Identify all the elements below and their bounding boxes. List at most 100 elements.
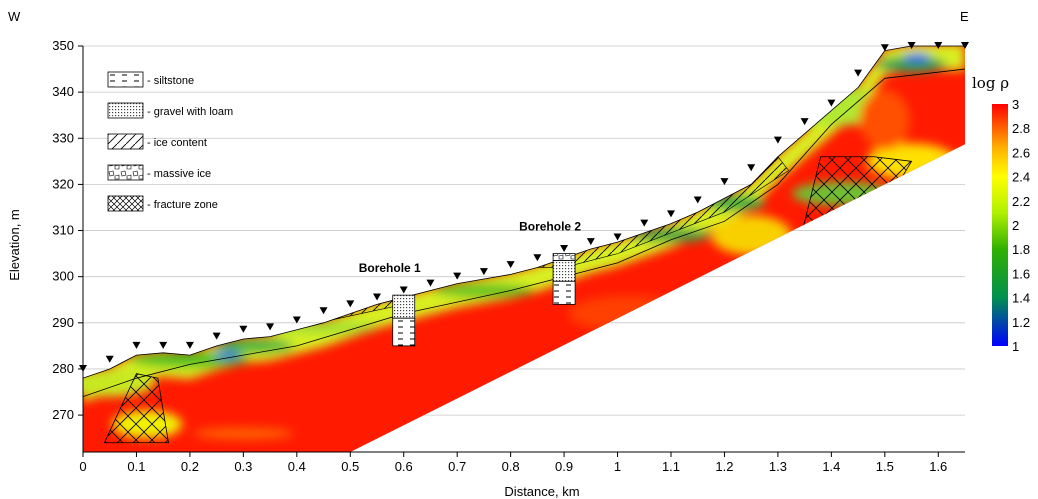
- direction-label-west: W: [8, 9, 21, 24]
- electrode-marker: [426, 279, 435, 287]
- x-tick-label: 0.4: [288, 459, 306, 474]
- legend-swatch: [107, 133, 144, 150]
- electrode-marker: [533, 254, 542, 262]
- x-tick-label: 0.9: [555, 459, 573, 474]
- colorbar-tick-label: 1: [1012, 339, 1019, 354]
- legend-label: - ice content: [147, 137, 207, 149]
- borehole-layer: [392, 317, 416, 347]
- x-tick-label: 0.8: [502, 459, 520, 474]
- y-tick-label: 290: [52, 315, 74, 330]
- x-tick-label: 0.5: [341, 459, 359, 474]
- colorbar: log ρ 3 2.8 2.6 2.4 2.2 2 1.8 1.6 1.4 1.2 1: [972, 74, 1030, 354]
- legend: - siltstone - gravel with loam - ice conte…: [107, 71, 233, 212]
- x-tick-label: 1.4: [822, 459, 840, 474]
- resistivity-anomaly: [193, 427, 294, 440]
- colorbar-tick-label: 2.8: [1012, 121, 1030, 136]
- borehole-layer: [552, 260, 576, 282]
- electrode-marker: [667, 210, 675, 218]
- surface-line: [82, 45, 965, 379]
- electrode-marker: [640, 219, 649, 227]
- y-tick-label: 300: [52, 269, 74, 284]
- x-tick-label: 0.7: [448, 459, 466, 474]
- electrode-marker: [266, 323, 275, 331]
- y-tick-label: 320: [52, 176, 74, 191]
- y-tick-label: 280: [52, 361, 74, 376]
- electrode-marker: [346, 300, 355, 308]
- boreholes: Borehole 1 Borehole 2: [359, 220, 581, 347]
- borehole-layer: [392, 294, 416, 319]
- colorbar-tick-label: 1.4: [1012, 291, 1030, 306]
- direction-label-east: E: [960, 9, 969, 24]
- y-tick-label: 350: [52, 38, 74, 53]
- low-resistivity-spot: [902, 53, 931, 62]
- electrode-marker: [934, 42, 943, 49]
- electrode-marker: [827, 99, 836, 107]
- electrode-marker: [880, 44, 889, 52]
- electrode-marker: [613, 233, 622, 241]
- legend-label: - siltstone: [147, 75, 194, 87]
- borehole-label: Borehole 1: [359, 261, 421, 275]
- colorbar-gradient: [992, 104, 1008, 346]
- electrode-marker: [185, 341, 194, 349]
- resistivity-anomaly: [214, 338, 295, 353]
- legend-label: - massive ice: [147, 168, 211, 180]
- x-tick-label: 1.6: [929, 459, 947, 474]
- resistivity-anomaly: [859, 89, 910, 150]
- electrode-marker: [159, 341, 168, 349]
- electrode-marker: [453, 272, 462, 280]
- colorbar-tick-label: 1.6: [1012, 266, 1030, 281]
- colorbar-ticks: 3 2.8 2.6 2.4 2.2 2 1.8 1.6 1.4 1.2 1: [1012, 97, 1030, 354]
- resistivity-anomaly: [711, 215, 792, 256]
- resistivity-anomaly: [433, 283, 534, 298]
- colorbar-tick-label: 2.6: [1012, 145, 1030, 160]
- y-tick-label: 310: [52, 223, 74, 238]
- electrode-marker: [560, 245, 569, 252]
- electrode-marker: [506, 261, 515, 269]
- electrode-marker: [292, 316, 301, 324]
- electrode-marker: [693, 196, 702, 204]
- borehole-layer: [552, 280, 576, 305]
- y-axis-title: Elevation, m: [7, 209, 22, 281]
- layer-boundary-line: [83, 68, 965, 398]
- electrode-marker: [854, 69, 863, 77]
- x-tick-label: 1.2: [715, 459, 733, 474]
- electrode-marker: [105, 355, 114, 363]
- electrode-marker: [773, 136, 782, 144]
- x-tick-label: 1.1: [662, 459, 680, 474]
- x-tick-label: 0.3: [234, 459, 252, 474]
- colorbar-tick-label: 3: [1012, 97, 1019, 112]
- y-tick-label: 330: [52, 130, 74, 145]
- borehole-layer: [552, 253, 576, 261]
- x-tick-label: 1.5: [876, 459, 894, 474]
- colorbar-tick-label: 1.8: [1012, 242, 1030, 257]
- electrode-marker: [373, 293, 381, 301]
- x-ticks: 0 0.1 0.2 0.3 0.4 0.5 0.6 0.7 0.8 0.9 1 1.1 1.2 1.3 1.…: [79, 452, 947, 474]
- x-tick-label: 1: [614, 459, 621, 474]
- electrode-marker: [747, 164, 756, 172]
- resistivity-anomaly: [876, 56, 947, 73]
- x-axis-title: Distance, km: [504, 484, 579, 499]
- colorbar-tick-label: 2.2: [1012, 194, 1030, 209]
- colorbar-tick-label: 2.4: [1012, 170, 1030, 185]
- electrode-marker: [586, 238, 595, 246]
- axes: 0 0.1 0.2 0.3 0.4 0.5 0.6 0.7 0.8 0.9 1 1.1 1.2 1.3 1.…: [7, 9, 969, 499]
- electrode-marker: [479, 268, 488, 276]
- x-tick-label: 0.6: [395, 459, 413, 474]
- y-tick-label: 340: [52, 84, 74, 99]
- legend-label: - gravel with loam: [147, 106, 233, 118]
- colorbar-tick-label: 1.2: [1012, 315, 1030, 330]
- x-tick-label: 0.1: [127, 459, 145, 474]
- electrode-marker: [961, 42, 969, 49]
- legend-swatch: [107, 195, 144, 212]
- electrode-marker: [319, 307, 328, 315]
- y-tick-label: 270: [52, 407, 74, 422]
- legend-swatch: [107, 71, 144, 88]
- colorbar-tick-label: 2: [1012, 218, 1019, 233]
- legend-swatch: [107, 102, 144, 119]
- y-ticks: 270 280 290 300 310 320 330 340 350: [52, 38, 83, 422]
- electrode-marker: [239, 325, 248, 333]
- x-tick-label: 1.3: [769, 459, 787, 474]
- legend-swatch: [107, 164, 144, 181]
- legend-label: - fracture zone: [147, 199, 218, 211]
